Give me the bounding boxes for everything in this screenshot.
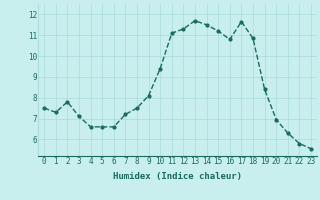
X-axis label: Humidex (Indice chaleur): Humidex (Indice chaleur): [113, 172, 242, 181]
